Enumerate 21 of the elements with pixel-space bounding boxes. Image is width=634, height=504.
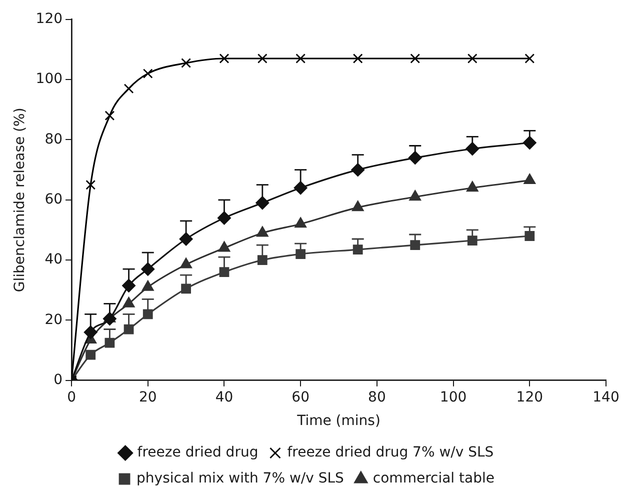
x-tick-label: 120	[516, 389, 544, 406]
y-tick-label: 0	[54, 372, 63, 388]
y-axis-title: Glibenclamide release (%)	[12, 108, 28, 292]
x-tick-label: 60	[292, 389, 310, 406]
x-tick-label: 80	[368, 389, 386, 406]
x-axis-title: Time (mins)	[296, 413, 380, 430]
x-tick-label: 20	[138, 389, 157, 406]
legend-label: freeze dried drug	[137, 444, 258, 461]
y-tick-label: 80	[44, 131, 63, 148]
y-tick-label: 20	[44, 312, 63, 328]
y-tick-label: 120	[36, 11, 63, 28]
legend-label: freeze dried drug 7% w/v SLS	[287, 444, 494, 461]
legend-label: commercial table	[372, 470, 494, 487]
x-tick-label: 140	[592, 389, 620, 406]
y-tick-label: 100	[36, 71, 63, 88]
x-tick-label: 40	[215, 389, 234, 406]
y-tick-label: 60	[44, 192, 63, 208]
legend-label: physical mix with 7% w/v SLS	[136, 470, 344, 487]
y-tick-label: 40	[44, 252, 63, 268]
x-tick-label: 0	[67, 389, 76, 406]
x-tick-label: 100	[440, 389, 467, 406]
